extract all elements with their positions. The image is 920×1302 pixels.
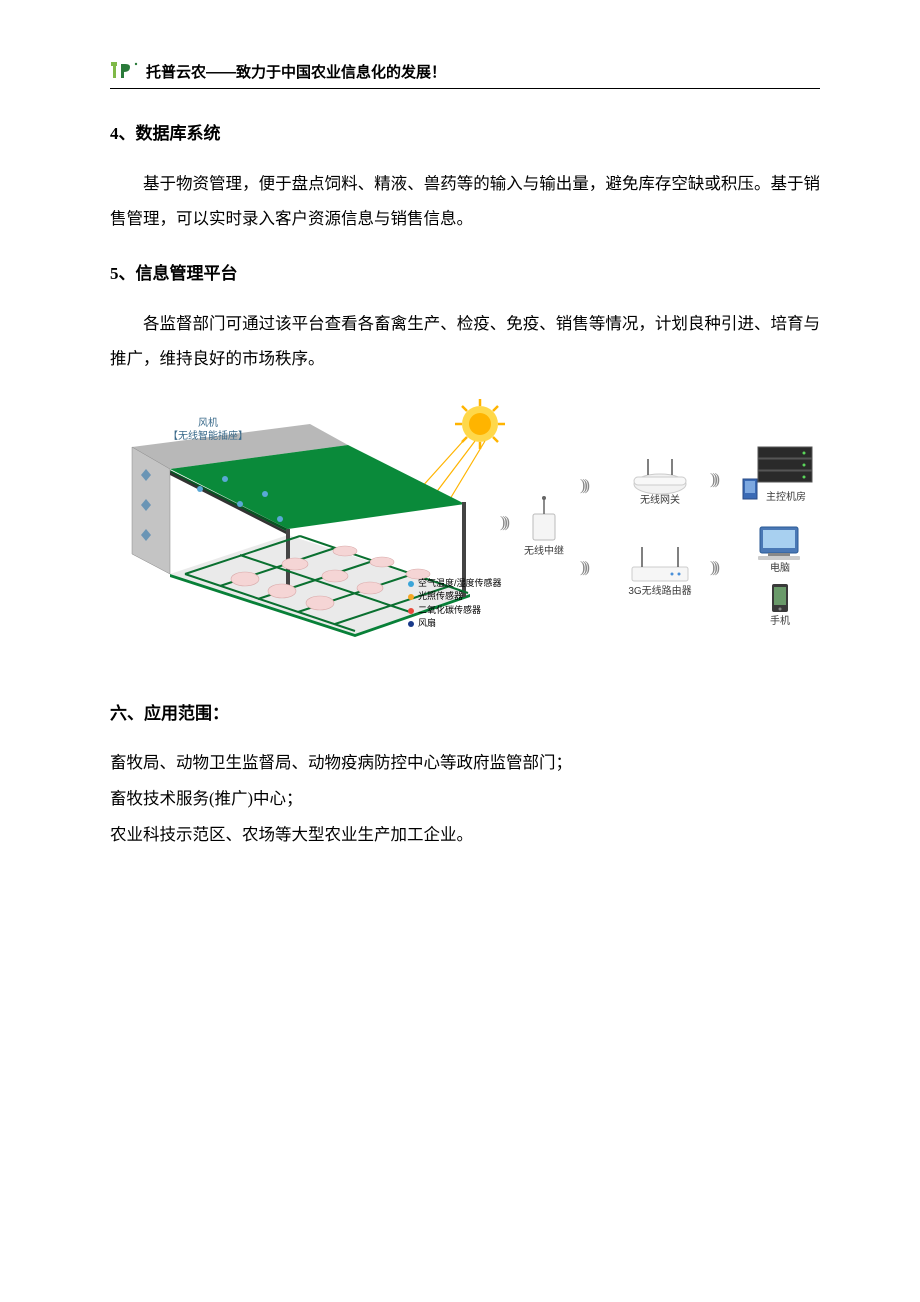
sensor-legend: 空气温度/湿度传感器 光照传感器 二氧化碳传感器 风扇	[408, 577, 502, 631]
sensor-dot-icon	[408, 594, 414, 600]
sensor-legend-label: 二氧化碳传感器	[418, 604, 481, 618]
signal-waves-icon: )))	[710, 471, 717, 489]
section-4-body: 基于物资管理，便于盘点饲料、精液、兽药等的输入与输出量，避免库存空缺或积压。基于…	[110, 166, 820, 237]
section-6-line1: 畜牧局、动物卫生监督局、动物疫病防控中心等政府监管部门；	[110, 746, 820, 780]
wireless-relay-icon	[533, 496, 555, 540]
signal-waves-icon: )))	[710, 559, 717, 577]
router-icon	[632, 547, 688, 581]
sun-icon	[420, 399, 505, 499]
logo-icon	[110, 60, 140, 82]
page-header: 托普云农——致力于中国农业信息化的发展！	[110, 60, 820, 89]
pc-icon	[758, 527, 800, 560]
fan-label: 风机 【无线智能插座】	[168, 417, 248, 443]
signal-waves-icon: )))	[580, 559, 587, 577]
server-label: 主控机房	[758, 491, 814, 504]
sensor-dot-icon	[408, 621, 414, 627]
sensor-legend-label: 风扇	[418, 617, 436, 631]
header-text: 托普云农——致力于中国农业信息化的发展！	[146, 61, 446, 82]
phone-label: 手机	[768, 615, 792, 628]
fan-label-line2: 【无线智能插座】	[168, 430, 248, 443]
section-6-heading: 六、应用范围：	[110, 699, 820, 724]
phone-icon	[772, 584, 788, 612]
router-label: 3G无线路由器	[628, 585, 692, 598]
sensor-legend-label: 空气温度/湿度传感器	[418, 577, 502, 591]
sensor-dot-icon	[408, 581, 414, 587]
sensor-legend-item: 空气温度/湿度传感器	[408, 577, 502, 591]
sensor-legend-label: 光照传感器	[418, 590, 463, 604]
fan-label-line1: 风机	[168, 417, 248, 430]
relay-label: 无线中继	[524, 545, 564, 558]
section-5-heading: 5、信息管理平台	[110, 259, 820, 284]
signal-waves-icon: )))	[500, 514, 507, 532]
wireless-gateway-icon	[634, 459, 686, 494]
section-6-line3: 农业科技示范区、农场等大型农业生产加工企业。	[110, 818, 820, 852]
section-6-line2: 畜牧技术服务(推广)中心；	[110, 782, 820, 816]
document-page: 托普云农——致力于中国农业信息化的发展！ 4、数据库系统 基于物资管理，便于盘点…	[0, 0, 920, 913]
signal-waves-icon: )))	[580, 477, 587, 495]
sensor-dot-icon	[408, 608, 414, 614]
system-diagram: 风机 【无线智能插座】 ))) ))) ))) ))) ))) 无线中继 无线网…	[110, 399, 820, 639]
section-4-heading: 4、数据库系统	[110, 119, 820, 144]
sensor-legend-item: 光照传感器	[408, 590, 502, 604]
pc-label: 电脑	[768, 562, 792, 575]
gateway-label: 无线网关	[640, 494, 680, 507]
sensor-legend-item: 风扇	[408, 617, 502, 631]
sensor-legend-item: 二氧化碳传感器	[408, 604, 502, 618]
section-5-body: 各监督部门可通过该平台查看各畜禽生产、检疫、免疫、销售等情况，计划良种引进、培育…	[110, 306, 820, 377]
